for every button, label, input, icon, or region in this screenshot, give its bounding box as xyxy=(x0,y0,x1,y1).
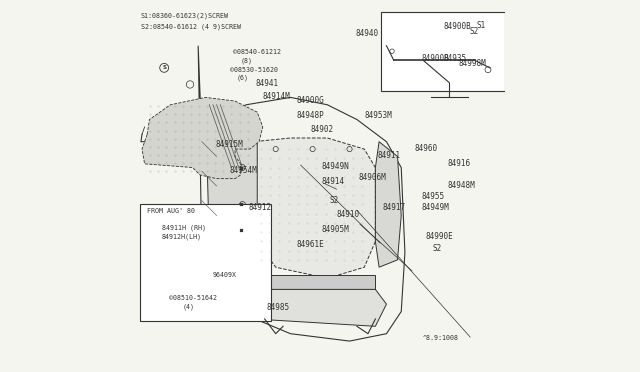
Text: 84914: 84914 xyxy=(322,177,345,186)
Text: S2: S2 xyxy=(329,196,339,205)
Text: S1: S1 xyxy=(477,21,486,30)
Text: 84960: 84960 xyxy=(414,144,437,153)
Text: 84961E: 84961E xyxy=(296,240,324,249)
Text: 84902: 84902 xyxy=(311,125,334,134)
Polygon shape xyxy=(376,142,401,267)
Text: ^8.9:1008: ^8.9:1008 xyxy=(422,335,459,341)
Text: 84914M: 84914M xyxy=(263,92,291,101)
Bar xyxy=(140,204,271,321)
Text: 84905M: 84905M xyxy=(322,225,349,234)
Text: (8): (8) xyxy=(241,58,253,64)
Text: 84990E: 84990E xyxy=(425,232,453,241)
Text: S1:08360-61623(2)SCREW: S1:08360-61623(2)SCREW xyxy=(141,12,229,19)
Text: 84941: 84941 xyxy=(255,79,278,88)
Polygon shape xyxy=(257,275,376,289)
Polygon shape xyxy=(205,105,257,267)
Text: 84985: 84985 xyxy=(266,302,289,312)
Text: 84949M: 84949M xyxy=(422,203,449,212)
Text: ©08510-51642: ©08510-51642 xyxy=(170,295,218,301)
Text: 84906M: 84906M xyxy=(359,173,387,182)
Text: 84954M: 84954M xyxy=(230,166,257,175)
Text: S2: S2 xyxy=(433,244,442,253)
Text: 84912H(LH): 84912H(LH) xyxy=(162,234,202,240)
Text: S2:08540-61612 (4 9)SCREW: S2:08540-61612 (4 9)SCREW xyxy=(141,23,241,30)
Text: 84911H (RH): 84911H (RH) xyxy=(162,224,206,231)
Text: 84998M: 84998M xyxy=(458,59,486,68)
Text: ©08530-51620: ©08530-51620 xyxy=(230,67,278,73)
Text: 84916: 84916 xyxy=(447,158,470,168)
Polygon shape xyxy=(253,138,376,278)
Text: 84900B: 84900B xyxy=(444,22,472,31)
Text: 84915M: 84915M xyxy=(216,140,244,149)
Text: ©08540-61212: ©08540-61212 xyxy=(233,49,281,55)
Text: 84912: 84912 xyxy=(248,203,271,212)
Polygon shape xyxy=(142,97,263,179)
Text: S2: S2 xyxy=(470,27,479,36)
Text: 84953M: 84953M xyxy=(364,110,392,120)
Bar xyxy=(381,12,504,91)
Text: 84935: 84935 xyxy=(444,54,467,63)
Text: 84949N: 84949N xyxy=(322,162,349,171)
Text: S: S xyxy=(162,65,166,70)
Text: 84948P: 84948P xyxy=(296,110,324,120)
Text: 84900B: 84900B xyxy=(422,54,449,63)
Text: 84917: 84917 xyxy=(382,203,405,212)
Text: 84955: 84955 xyxy=(422,192,445,201)
Text: FROM AUG' 80: FROM AUG' 80 xyxy=(147,208,195,214)
Text: 84948M: 84948M xyxy=(447,181,475,190)
Text: 84910: 84910 xyxy=(337,210,360,219)
Text: 96409X: 96409X xyxy=(212,272,236,278)
Text: 84911: 84911 xyxy=(377,151,401,160)
Polygon shape xyxy=(253,289,387,326)
Text: (6): (6) xyxy=(237,75,249,81)
Text: (4): (4) xyxy=(182,304,195,310)
Text: 84940: 84940 xyxy=(355,29,378,38)
Text: 84900G: 84900G xyxy=(296,96,324,105)
